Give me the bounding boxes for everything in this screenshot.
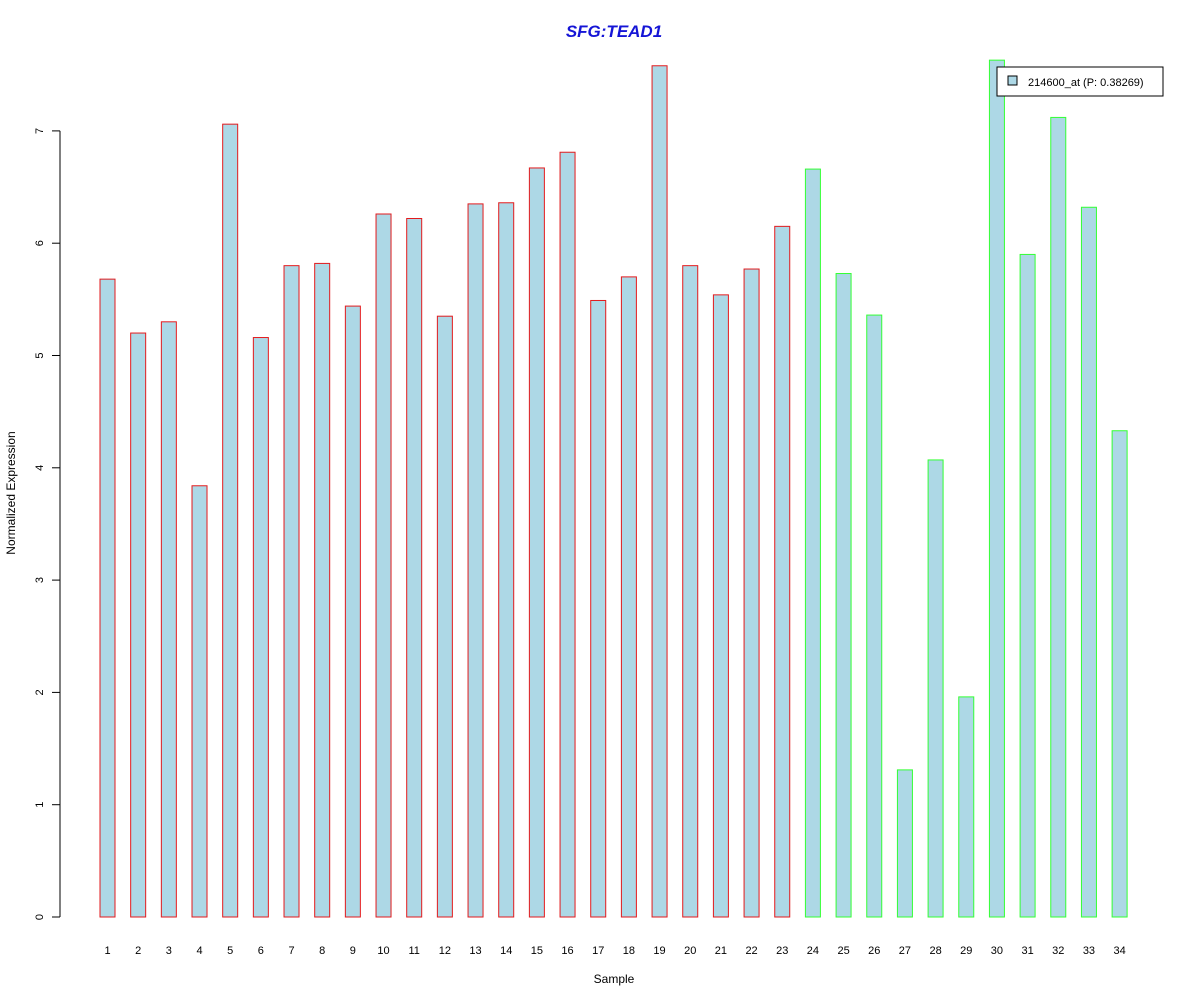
bar-sample-11 bbox=[406, 217, 423, 918]
y-axis-label: Normalized Expression bbox=[4, 431, 18, 554]
legend: 214600_at (P: 0.38269) bbox=[996, 66, 1164, 97]
x-tick-labels: 1 2 3 4 5 6 7 8 9 10 11 12 13 14 15 16 17 18 19 20 21 22 23 24 2… bbox=[104, 945, 1125, 957]
bar-sample-2 bbox=[130, 332, 147, 918]
y-tick-label: 4 bbox=[34, 465, 46, 471]
legend-box bbox=[996, 66, 1164, 97]
x-tick-label: 6 bbox=[258, 945, 264, 957]
bar-sample-9 bbox=[344, 305, 361, 918]
x-tick-label: 11 bbox=[408, 945, 419, 957]
legend-label: 214600_at (P: 0.38269) bbox=[1028, 77, 1144, 89]
x-tick-label: 10 bbox=[377, 945, 389, 957]
bar-sample-29 bbox=[958, 696, 975, 918]
x-tick-label: 7 bbox=[288, 945, 294, 957]
bar-sample-6 bbox=[252, 337, 269, 918]
bar-sample-8 bbox=[314, 262, 331, 918]
bar-sample-28 bbox=[927, 459, 944, 918]
x-tick-label: 4 bbox=[196, 945, 202, 957]
bar-sample-16 bbox=[559, 151, 576, 918]
x-tick-label: 9 bbox=[350, 945, 356, 957]
bar-sample-10 bbox=[375, 213, 392, 918]
y-tick-label: 2 bbox=[34, 689, 46, 695]
bar-sample-15 bbox=[528, 167, 545, 918]
x-tick-label: 17 bbox=[592, 945, 604, 957]
x-tick-label: 12 bbox=[439, 945, 451, 957]
bar-sample-4 bbox=[191, 485, 208, 918]
y-tick-label: 1 bbox=[34, 802, 46, 808]
bar-sample-22 bbox=[743, 268, 760, 918]
x-tick-label: 8 bbox=[319, 945, 325, 957]
x-tick-label: 18 bbox=[623, 945, 635, 957]
x-tick-label: 26 bbox=[868, 945, 880, 957]
x-tick-label: 29 bbox=[960, 945, 972, 957]
bar-sample-13 bbox=[467, 203, 484, 918]
x-tick-label: 22 bbox=[745, 945, 757, 957]
bar-sample-3 bbox=[160, 321, 177, 918]
bar-sample-32 bbox=[1050, 116, 1067, 918]
chart-title: SFG:TEAD1 bbox=[566, 22, 662, 41]
bar-sample-31 bbox=[1019, 253, 1036, 918]
bar-sample-27 bbox=[896, 769, 913, 918]
y-tick-label: 6 bbox=[34, 240, 46, 246]
bar-sample-17 bbox=[590, 299, 607, 918]
bar-sample-24 bbox=[804, 168, 821, 918]
x-tick-label: 23 bbox=[776, 945, 788, 957]
x-tick-label: 34 bbox=[1113, 945, 1125, 957]
x-tick-label: 19 bbox=[653, 945, 665, 957]
x-tick-label: 5 bbox=[227, 945, 233, 957]
x-tick-label: 2 bbox=[135, 945, 141, 957]
bar-sample-25 bbox=[835, 273, 852, 918]
x-tick-label: 13 bbox=[469, 945, 481, 957]
bar-sample-12 bbox=[436, 315, 453, 918]
bar-sample-23 bbox=[774, 225, 791, 918]
bar-sample-30 bbox=[988, 59, 1005, 918]
x-tick-label: 27 bbox=[899, 945, 911, 957]
y-tick-label: 0 bbox=[34, 914, 46, 920]
x-tick-label: 24 bbox=[807, 945, 819, 957]
bar-sample-14 bbox=[498, 202, 515, 918]
x-tick-label: 33 bbox=[1083, 945, 1095, 957]
bar-sample-18 bbox=[620, 276, 637, 918]
x-tick-label: 21 bbox=[715, 945, 727, 957]
legend-swatch bbox=[1007, 75, 1018, 86]
x-tick-label: 16 bbox=[561, 945, 573, 957]
x-tick-label: 1 bbox=[104, 945, 110, 957]
x-tick-label: 3 bbox=[166, 945, 172, 957]
x-tick-label: 30 bbox=[991, 945, 1003, 957]
bar-sample-7 bbox=[283, 265, 300, 918]
bar-sample-26 bbox=[866, 314, 883, 918]
y-tick-label: 7 bbox=[34, 128, 46, 134]
bar-sample-1 bbox=[99, 278, 116, 918]
bars bbox=[99, 59, 1128, 918]
y-tick-label: 5 bbox=[34, 352, 46, 358]
x-axis-label: Sample bbox=[594, 972, 635, 986]
bar-sample-20 bbox=[682, 265, 699, 918]
y-tick-label: 3 bbox=[34, 577, 46, 583]
x-tick-label: 20 bbox=[684, 945, 696, 957]
bar-sample-33 bbox=[1080, 206, 1097, 918]
x-tick-label: 14 bbox=[500, 945, 512, 957]
bar-sample-21 bbox=[712, 294, 729, 918]
x-tick-label: 15 bbox=[531, 945, 543, 957]
y-axis: 0 1 2 3 4 5 6 7 bbox=[34, 128, 61, 920]
x-tick-label: 25 bbox=[837, 945, 849, 957]
bar-sample-5 bbox=[222, 123, 239, 918]
x-tick-label: 31 bbox=[1021, 945, 1033, 957]
x-tick-label: 28 bbox=[929, 945, 941, 957]
x-tick-label: 32 bbox=[1052, 945, 1064, 957]
bar-sample-34 bbox=[1111, 430, 1128, 918]
bar-sample-19 bbox=[651, 65, 668, 918]
